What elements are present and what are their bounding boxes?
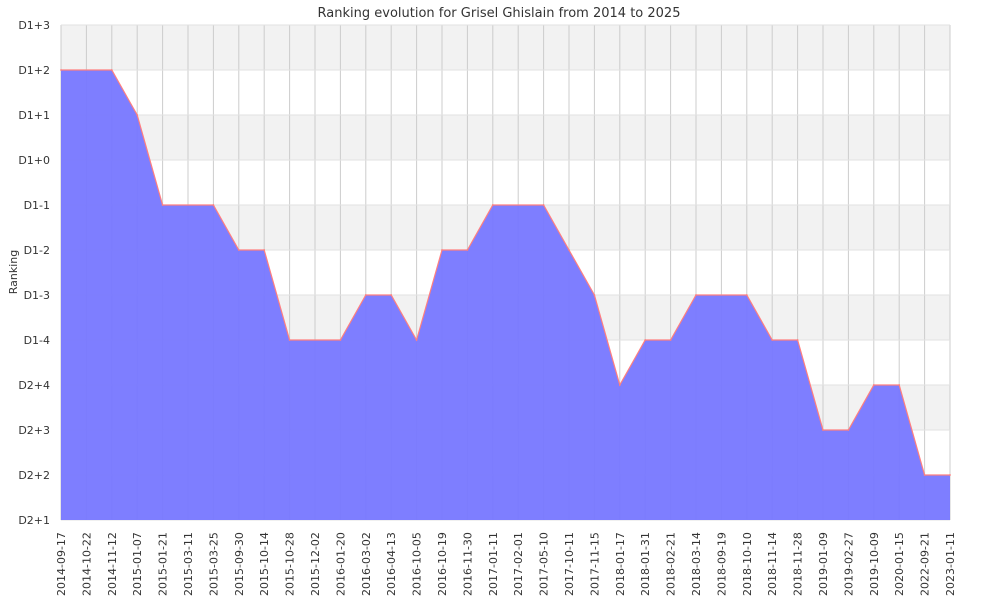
data-point [822, 429, 824, 431]
y-tick-label: D1+0 [18, 154, 50, 167]
data-point [568, 249, 570, 251]
y-tick-label: D2+2 [18, 469, 50, 482]
x-tick-label: 2017-01-11 [487, 532, 500, 596]
data-point [593, 294, 596, 296]
chart-title: Ranking evolution for Grisel Ghislain fr… [318, 6, 681, 21]
data-point [212, 204, 215, 206]
data-point [441, 249, 443, 251]
data-point [644, 339, 647, 341]
x-tick-label: 2016-01-20 [334, 532, 347, 596]
y-axis-label: Ranking [7, 250, 20, 295]
x-tick-label: 2018-03-14 [690, 532, 703, 596]
y-tick-label: D1-4 [24, 334, 50, 347]
x-tick-label: 2022-09-21 [919, 532, 932, 596]
y-tick-label: D2+4 [18, 379, 50, 392]
y-tick-label: D2+3 [18, 424, 50, 437]
point-layer [60, 69, 951, 476]
data-point [237, 249, 240, 251]
data-point [745, 294, 748, 296]
x-tick-labels: 2014-09-17 2014-10-22 2014-11-12 2015-01-07… [55, 532, 957, 596]
background-band [61, 115, 950, 160]
data-point [949, 474, 951, 476]
x-tick-label: 2015-01-21 [157, 532, 170, 596]
data-point [898, 384, 901, 386]
y-tick-label: D2+1 [18, 514, 50, 527]
x-tick-label: 2015-10-14 [258, 532, 271, 596]
data-point [110, 69, 113, 71]
data-point [60, 69, 62, 71]
x-tick-label: 2023-01-11 [944, 532, 957, 596]
x-tick-label: 2018-01-17 [614, 532, 627, 596]
data-point [339, 339, 342, 341]
x-tick-label: 2015-12-02 [309, 532, 322, 596]
x-tick-label: 2018-01-31 [639, 532, 652, 596]
y-tick-label: D1+2 [18, 64, 50, 77]
data-point [923, 474, 926, 476]
x-tick-label: 2016-10-05 [411, 532, 424, 596]
x-tick-label: 2016-10-19 [436, 532, 449, 596]
x-tick-label: 2015-10-28 [284, 532, 297, 596]
x-tick-label: 2016-11-30 [461, 532, 474, 596]
data-point [872, 384, 875, 386]
data-point [771, 339, 774, 341]
x-tick-label: 2017-10-11 [563, 532, 576, 596]
data-point [136, 114, 139, 116]
data-point [796, 339, 799, 341]
x-tick-label: 2018-02-21 [665, 532, 678, 596]
data-point [415, 339, 418, 341]
y-tick-label: D1-3 [24, 289, 50, 302]
data-point [466, 249, 469, 251]
data-point [669, 339, 672, 341]
data-point [161, 204, 164, 206]
data-point [288, 339, 291, 341]
y-tick-label: D1+1 [18, 109, 50, 122]
x-tick-label: 2020-01-15 [893, 532, 906, 596]
x-tick-label: 2019-10-09 [868, 532, 881, 596]
x-tick-label: 2015-03-11 [182, 532, 195, 596]
x-tick-label: 2017-05-10 [538, 532, 551, 596]
x-tick-label: 2018-10-10 [741, 532, 754, 596]
y-tick-label: D1-2 [24, 244, 50, 257]
x-tick-label: 2014-11-12 [106, 532, 119, 596]
data-point [491, 204, 494, 206]
data-point [390, 294, 393, 296]
x-tick-label: 2017-11-15 [588, 532, 601, 596]
data-point [847, 429, 850, 431]
data-point [263, 249, 266, 251]
x-tick-label: 2015-09-30 [233, 532, 246, 596]
x-tick-label: 2015-01-07 [131, 532, 144, 596]
x-tick-label: 2019-01-09 [817, 532, 830, 596]
series-area [61, 70, 950, 520]
x-tick-label: 2018-11-14 [766, 532, 779, 596]
data-point [618, 384, 621, 386]
y-tick-label: D1-1 [24, 199, 50, 212]
y-tick-label: D1+3 [18, 19, 50, 32]
y-tick-labels: D2+1 D2+2 D2+3 D2+4 D1-4 D1-3 D1-2 D1-1 D1+0 D1+1… [18, 19, 50, 527]
data-point [364, 294, 367, 296]
x-tick-label: 2016-03-02 [360, 532, 373, 596]
x-tick-label: 2014-09-17 [55, 532, 68, 596]
background-band [61, 25, 950, 70]
x-tick-label: 2014-10-22 [80, 532, 93, 596]
x-tick-label: 2015-03-25 [207, 532, 220, 596]
x-tick-label: 2016-04-13 [385, 532, 398, 596]
data-point [695, 294, 697, 296]
data-point [542, 204, 545, 206]
x-tick-label: 2017-02-01 [512, 532, 525, 596]
x-tick-label: 2018-11-28 [792, 532, 805, 596]
x-tick-label: 2019-02-27 [842, 532, 855, 596]
x-tick-label: 2018-09-19 [715, 532, 728, 596]
